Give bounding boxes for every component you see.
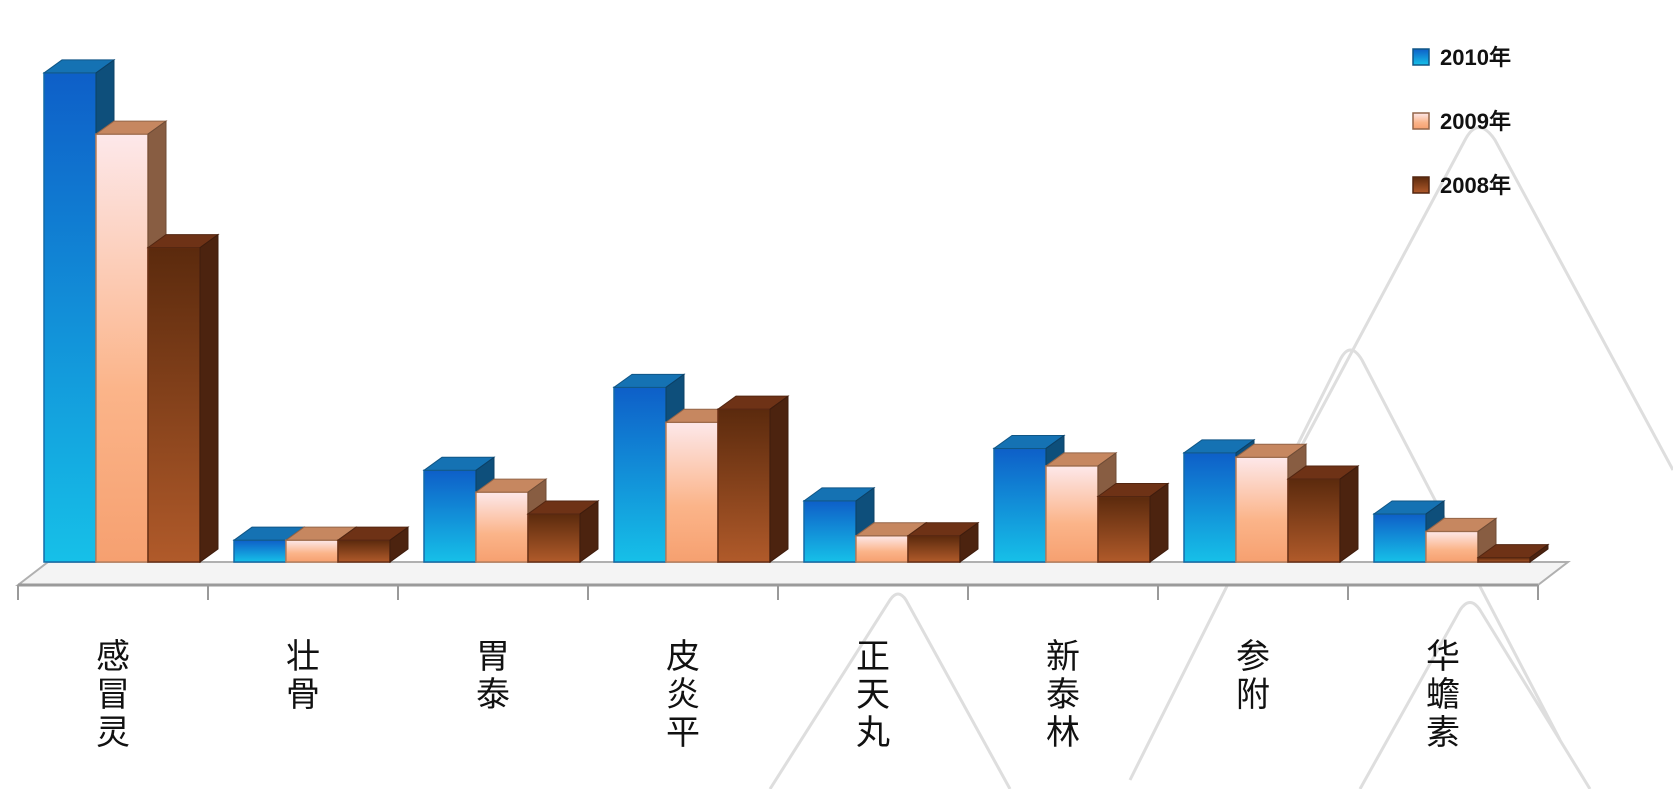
bar-0-2008 — [146, 233, 220, 563]
bar-4-2008 — [906, 521, 980, 563]
category-label-4: 正天丸 — [856, 637, 890, 753]
legend-label: 2009年 — [1440, 109, 1511, 134]
watermark-logo — [768, 126, 1673, 789]
bar-3-2008 — [716, 395, 790, 563]
bar-7-2009 — [1424, 517, 1498, 563]
category-label-5: 新泰林 — [1046, 637, 1080, 753]
chart-floor — [15, 561, 1571, 586]
bar-4-2010 — [802, 486, 876, 563]
category-label-0: 感冒灵 — [96, 637, 130, 753]
legend-label: 2008年 — [1440, 173, 1511, 198]
floor-plane — [15, 561, 1571, 586]
category-labels: 感冒灵 壮骨 胃泰 皮炎平 正天丸 新泰林 参附 华蟾素 — [96, 637, 1460, 753]
legend-label: 2010年 — [1440, 45, 1511, 70]
category-label-7: 华蟾素 — [1426, 637, 1460, 753]
category-label-6: 参附 — [1236, 637, 1270, 715]
legend-swatch — [1412, 48, 1430, 66]
legend: 2010年 2009年 2008年 — [1412, 45, 1511, 198]
bar-7-2008 — [1476, 543, 1550, 563]
bars-group — [42, 58, 1550, 563]
bar-5-2008 — [1096, 482, 1170, 563]
legend-item-2009: 2009年 — [1412, 109, 1511, 134]
category-label-1: 壮骨 — [286, 637, 320, 715]
bar-2-2008 — [526, 499, 600, 563]
x-axis — [17, 583, 1539, 600]
category-label-3: 皮炎平 — [666, 637, 700, 753]
category-label-2: 胃泰 — [476, 637, 510, 715]
bar-6-2008 — [1286, 465, 1360, 563]
legend-swatch — [1412, 176, 1430, 194]
legend-swatch — [1412, 112, 1430, 130]
legend-item-2008: 2008年 — [1412, 173, 1511, 198]
bar-1-2008 — [336, 526, 410, 563]
legend-item-2010: 2010年 — [1412, 45, 1511, 70]
